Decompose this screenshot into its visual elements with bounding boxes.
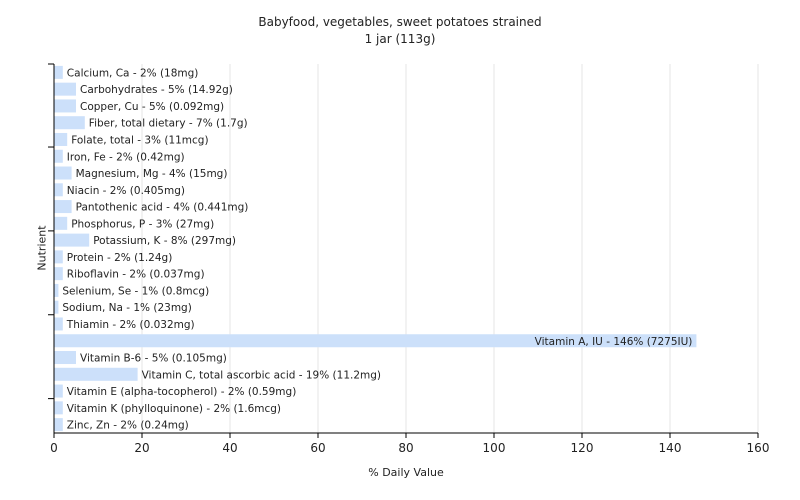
bar-label: Riboflavin - 2% (0.037mg) <box>67 269 205 281</box>
y-axis-label: Nutrient <box>35 225 49 271</box>
chart-title: Babyfood, vegetables, sweet potatoes str… <box>258 15 542 29</box>
bar <box>54 166 72 180</box>
bar <box>54 283 59 297</box>
bar-label: Potassium, K - 8% (297mg) <box>93 235 236 247</box>
bar <box>54 418 63 432</box>
bar <box>54 65 63 79</box>
x-tick-label: 40 <box>222 441 237 455</box>
bar <box>54 367 138 381</box>
x-tick-label: 120 <box>571 441 594 455</box>
bar <box>54 384 63 398</box>
bar-label: Vitamin B-6 - 5% (0.105mg) <box>80 353 227 365</box>
bar-label: Vitamin E (alpha-tocopherol) - 2% (0.59m… <box>67 386 296 398</box>
x-tick-label: 0 <box>50 441 58 455</box>
bar <box>54 401 63 415</box>
bar <box>54 250 63 264</box>
bar-label: Calcium, Ca - 2% (18mg) <box>67 67 199 79</box>
bar-label: Phosphorus, P - 3% (27mg) <box>71 218 214 230</box>
bar-label: Sodium, Na - 1% (23mg) <box>62 302 191 314</box>
bar-label: Vitamin K (phylloquinone) - 2% (1.6mcg) <box>67 403 281 415</box>
bar-label: Thiamin - 2% (0.032mg) <box>66 319 195 331</box>
bar-label: Niacin - 2% (0.405mg) <box>67 185 185 197</box>
bar-label: Selenium, Se - 1% (0.8mcg) <box>62 285 209 297</box>
bar <box>54 334 697 348</box>
bar-label: Vitamin C, total ascorbic acid - 19% (11… <box>142 369 381 381</box>
x-tick-label: 80 <box>398 441 413 455</box>
bar-label: Protein - 2% (1.24g) <box>67 252 173 264</box>
bar-label: Copper, Cu - 5% (0.092mg) <box>80 101 224 113</box>
x-tick-label: 140 <box>659 441 682 455</box>
x-axis-label: % Daily Value <box>368 466 444 479</box>
bar-label: Folate, total - 3% (11mcg) <box>71 134 208 146</box>
x-tick-label: 20 <box>134 441 149 455</box>
bar <box>54 149 63 163</box>
bar-label: Fiber, total dietary - 7% (1.7g) <box>89 118 248 130</box>
bar <box>54 200 72 214</box>
bar <box>54 267 63 281</box>
bar <box>54 317 63 331</box>
bar-label: Magnesium, Mg - 4% (15mg) <box>76 168 228 180</box>
bar <box>54 116 85 130</box>
bar-label: Iron, Fe - 2% (0.42mg) <box>67 151 185 163</box>
bar-label: Vitamin A, IU - 146% (7275IU) <box>535 336 693 348</box>
bar <box>54 82 76 96</box>
x-tick-label: 160 <box>747 441 770 455</box>
bar <box>54 233 90 247</box>
bar <box>54 132 68 146</box>
bar <box>54 300 59 314</box>
bar <box>54 183 63 197</box>
x-tick-label: 60 <box>310 441 325 455</box>
bar-label: Pantothenic acid - 4% (0.441mg) <box>76 202 249 214</box>
x-tick-label: 100 <box>483 441 506 455</box>
chart-subtitle: 1 jar (113g) <box>364 32 436 46</box>
bar-label: Carbohydrates - 5% (14.92g) <box>80 84 233 96</box>
bar <box>54 351 76 365</box>
bar <box>54 216 68 230</box>
bar-label: Zinc, Zn - 2% (0.24mg) <box>67 420 189 432</box>
bar <box>54 99 76 113</box>
